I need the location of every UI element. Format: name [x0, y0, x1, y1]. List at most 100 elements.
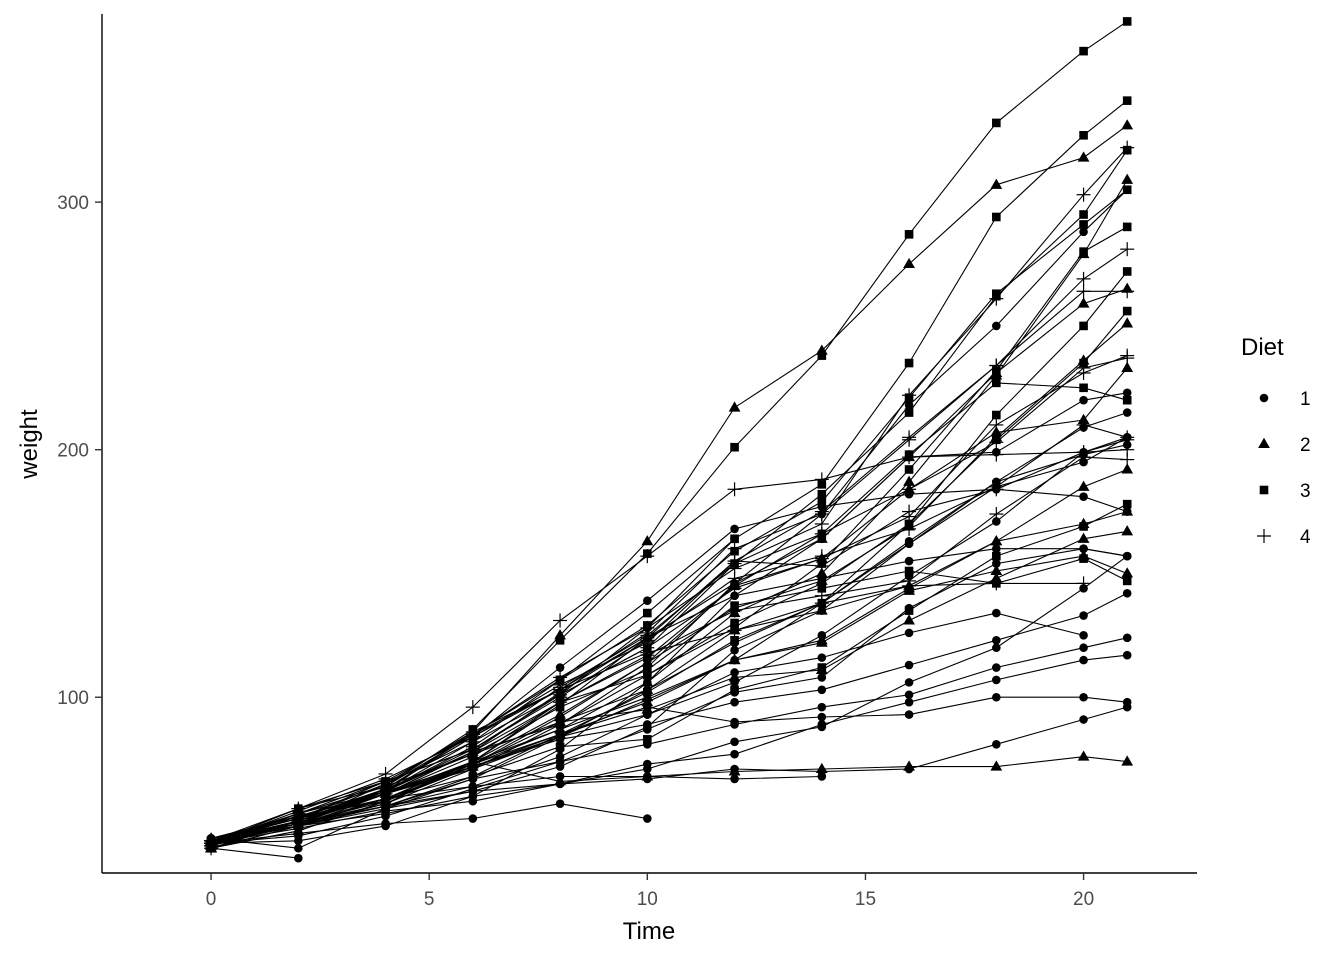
data-point-diet-1 [1122, 650, 1132, 660]
series-line-diet-3 [210, 100, 1128, 844]
data-point-diet-4 [989, 447, 1004, 462]
data-point-diet-2 [1121, 525, 1134, 536]
data-point-diet-3 [643, 687, 652, 697]
data-point-diet-4 [989, 435, 1004, 450]
x-axis-title: Time [623, 918, 675, 945]
data-point-diet-4 [727, 482, 742, 497]
data-point-diet-2 [1077, 480, 1090, 491]
legend-triangle-marker [1258, 437, 1270, 449]
data-point-diet-3 [904, 408, 914, 417]
data-point-diet-4 [989, 576, 1004, 591]
data-point-diet-4 [1076, 360, 1091, 375]
data-point-diet-1 [992, 636, 1001, 645]
data-point-diet-1 [730, 737, 739, 747]
data-point-diet-1 [904, 690, 914, 700]
data-point-diet-3 [904, 358, 914, 368]
series-line-diet-3 [210, 226, 1128, 844]
data-point-diet-4 [1120, 242, 1135, 257]
data-point-diet-4 [1120, 351, 1135, 366]
data-point-diet-3 [1079, 220, 1088, 229]
data-point-diet-2 [641, 703, 654, 714]
data-point-diet-1 [992, 643, 1001, 653]
data-point-diet-3 [730, 534, 739, 544]
data-point-diet-1 [1122, 408, 1132, 417]
data-point-diet-4 [727, 541, 742, 556]
data-point-diet-1 [1122, 588, 1132, 598]
data-point-diet-4 [727, 603, 742, 618]
legend-label: 3 [1300, 481, 1311, 502]
data-point-diet-1 [904, 628, 914, 638]
data-point-diet-4 [902, 573, 917, 588]
data-point-diet-3 [1079, 210, 1088, 219]
data-point-diet-4 [989, 417, 1004, 432]
data-point-diet-4 [1076, 576, 1091, 591]
data-point-diet-1 [1079, 715, 1088, 724]
data-point-diet-3 [1122, 576, 1132, 586]
data-point-diet-3 [468, 772, 478, 781]
data-point-diet-3 [555, 720, 565, 729]
data-point-diet-1 [1079, 631, 1088, 640]
data-point-diet-4 [640, 549, 655, 564]
data-point-diet-4 [814, 472, 829, 487]
data-point-diet-4 [902, 482, 917, 497]
data-point-diet-1 [294, 843, 303, 853]
series-line-diet-2 [210, 124, 1128, 847]
data-point-diet-1 [817, 720, 827, 729]
data-point-diet-1 [643, 720, 652, 729]
data-point-diet-4 [1076, 284, 1091, 299]
points-layer [204, 17, 1135, 863]
data-point-diet-3 [468, 757, 478, 766]
legend-square-marker [1259, 485, 1269, 495]
data-point-diet-1 [1122, 551, 1132, 561]
legend-item-2: 2 [1258, 435, 1311, 456]
data-point-diet-1 [904, 556, 914, 566]
data-point-diet-2 [1121, 361, 1134, 373]
data-point-diet-4 [902, 450, 917, 465]
data-point-diet-4 [465, 700, 480, 715]
data-point-diet-1 [643, 814, 652, 823]
data-point-diet-1 [730, 720, 739, 729]
data-point-diet-3 [817, 579, 827, 588]
data-point-diet-2 [554, 775, 566, 786]
data-point-diet-2 [1077, 297, 1090, 308]
data-point-diet-1 [817, 702, 827, 712]
data-point-diet-3 [1079, 554, 1088, 563]
data-point-diet-1 [643, 759, 652, 769]
data-point-diet-1 [904, 710, 914, 719]
y-tick-label: 200 [57, 441, 89, 462]
data-point-diet-1 [817, 685, 827, 695]
series-line-diet-2 [210, 511, 1128, 839]
data-point-diet-3 [817, 584, 827, 593]
data-point-diet-3 [817, 351, 827, 360]
data-point-diet-3 [1122, 17, 1132, 26]
data-point-diet-1 [730, 645, 739, 655]
series-line-diet-1 [211, 803, 648, 844]
legend-label: 1 [1300, 389, 1311, 410]
data-point-diet-2 [1077, 750, 1090, 761]
data-point-diet-3 [992, 118, 1001, 128]
data-point-diet-1 [1079, 611, 1088, 620]
data-point-diet-3 [730, 442, 739, 452]
series-line-diet-4 [210, 290, 1128, 844]
data-point-diet-3 [817, 497, 827, 506]
data-point-diet-4 [1076, 450, 1091, 465]
data-point-diet-2 [990, 564, 1003, 576]
data-point-diet-1 [992, 692, 1001, 702]
series-line-diet-4 [210, 248, 1128, 842]
data-point-diet-2 [554, 710, 566, 722]
data-point-diet-1 [1122, 633, 1132, 643]
legend-label: 4 [1300, 527, 1311, 548]
data-point-diet-3 [992, 212, 1001, 222]
data-point-diet-2 [1121, 317, 1134, 328]
data-point-diet-2 [1077, 532, 1090, 543]
series-line-diet-1 [211, 637, 1128, 844]
data-point-diet-2 [990, 760, 1003, 771]
data-point-diet-3 [555, 636, 565, 645]
data-point-diet-2 [728, 765, 741, 776]
series-line-diet-1 [210, 412, 1128, 847]
data-point-diet-1 [555, 762, 565, 771]
data-point-diet-3 [1122, 222, 1132, 232]
series-line-diet-3 [210, 189, 1128, 844]
legend-plus-marker [1257, 529, 1271, 543]
data-point-diet-1 [817, 712, 827, 722]
